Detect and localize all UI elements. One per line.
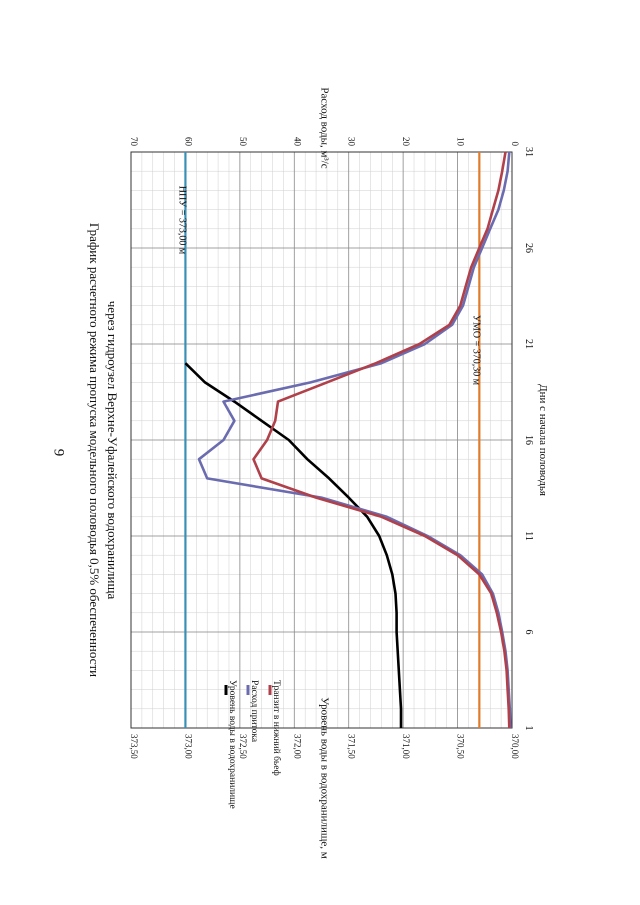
y-left-tick-label: 372,50 [238,734,248,759]
chart-title-line1: График расчетного режима пропуска модель… [87,223,102,677]
y-left-tick-label: 373,00 [183,734,193,759]
x-tick-label: 26 [523,243,534,253]
legend-label: Расход притока [249,680,259,743]
y-right-tick-label: 10 [456,137,466,147]
y-left-tick-label: 370,50 [456,734,466,759]
y-right-tick-label: 30 [347,137,357,147]
reference-line-label: УМО = 370,30 м [470,315,481,386]
x-tick-label: 11 [523,531,534,541]
series-line [184,362,403,728]
y-left-tick-label: 370,00 [510,734,520,759]
reference-line-label: НПУ = 373,00 м [176,186,187,255]
y-right-tick-label: 70 [129,137,139,147]
y-right-tick-label: 0 [510,142,520,147]
x-tick-label: 31 [523,147,534,157]
y-left-tick-label: 371,50 [347,734,357,759]
x-tick-label: 6 [523,630,534,635]
x-tick-label: 21 [523,339,534,349]
y-right-tick-label: 60 [183,137,193,147]
x-axis-title: Дни с начала половодья [537,384,549,496]
legend-label: Уровень воды в водохранилище [227,680,237,809]
plot-frame [130,151,513,729]
y-right-tick-label: 50 [238,137,248,147]
y-right-tick-label: 40 [292,137,302,147]
y-right-tick-label: 20 [401,137,411,147]
y-left-tick-label: 371,00 [401,734,411,759]
plot-area: 161116212631370,00370,50371,00371,50372,… [87,87,549,858]
y-right-axis-title: Расход воды, м³/с [319,87,331,168]
series-line [252,151,511,729]
y-left-tick-label: 372,00 [292,734,302,759]
y-left-axis-title: Уровень воды в водохранилище, м [319,697,331,858]
legend-label: Транзит в нижний бьеф [271,680,282,776]
x-tick-label: 16 [523,435,534,445]
y-left-tick-label: 373,50 [129,734,139,759]
x-tick-label: 1 [523,726,534,731]
chart-title-line2: через гидроузел Верхне-Уфалейского водох… [105,301,120,600]
